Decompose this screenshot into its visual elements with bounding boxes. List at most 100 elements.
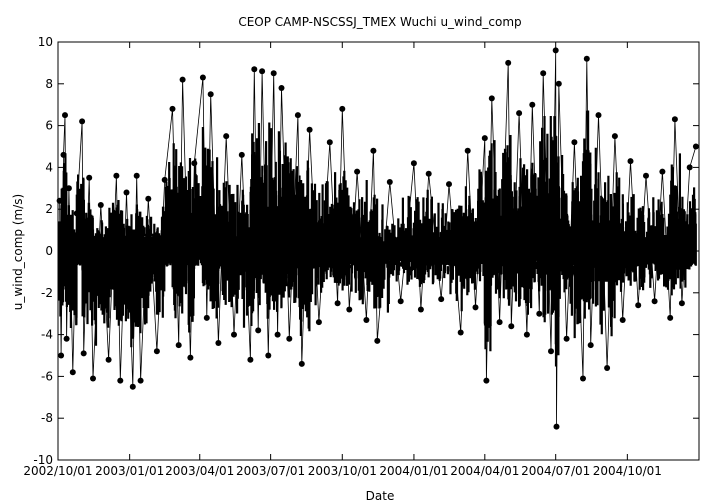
data-point bbox=[73, 210, 80, 217]
data-point bbox=[86, 174, 93, 181]
y-tick-label: 8 bbox=[45, 77, 53, 91]
data-point bbox=[587, 342, 594, 349]
data-point bbox=[425, 170, 432, 177]
y-tick-label: -8 bbox=[41, 411, 53, 425]
data-point bbox=[69, 369, 76, 376]
y-tick-label: 6 bbox=[45, 119, 53, 133]
x-tick-label: 2003/01/01 bbox=[95, 464, 164, 478]
data-point bbox=[133, 172, 140, 179]
data-point bbox=[488, 95, 495, 102]
x-tick-label: 2004/07/01 bbox=[521, 464, 590, 478]
data-point bbox=[255, 327, 262, 334]
data-point bbox=[145, 195, 152, 202]
data-point bbox=[354, 168, 361, 175]
data-point bbox=[446, 181, 452, 188]
x-tick-label: 2002/10/01 bbox=[23, 464, 92, 478]
data-point bbox=[595, 112, 602, 119]
x-tick-label: 2003/10/01 bbox=[308, 464, 377, 478]
data-point bbox=[410, 160, 417, 167]
data-point bbox=[153, 348, 160, 355]
data-point bbox=[274, 331, 281, 338]
y-axis-label: u_wind_comp (m/s) bbox=[11, 194, 25, 310]
data-point bbox=[580, 375, 586, 382]
data-point bbox=[563, 335, 570, 342]
data-point bbox=[505, 59, 512, 66]
data-point bbox=[117, 377, 124, 384]
x-tick-label: 2003/07/01 bbox=[236, 464, 305, 478]
y-tick-label: 2 bbox=[45, 202, 53, 216]
data-point bbox=[619, 317, 626, 323]
data-point bbox=[298, 360, 305, 367]
data-point bbox=[523, 331, 530, 338]
data-point bbox=[417, 306, 424, 313]
data-point bbox=[386, 179, 393, 185]
chart-title: CEOP CAMP-NSCSSJ_TMEX Wuchi u_wind_comp bbox=[238, 15, 521, 29]
data-point bbox=[555, 80, 562, 87]
data-point bbox=[175, 342, 182, 349]
data-point bbox=[611, 133, 618, 140]
data-point bbox=[80, 350, 87, 357]
data-point bbox=[123, 189, 130, 196]
data-point bbox=[169, 105, 176, 112]
series-line bbox=[59, 50, 697, 427]
data-point bbox=[397, 298, 404, 305]
data-point bbox=[481, 135, 488, 142]
data-point bbox=[334, 300, 341, 307]
data-point bbox=[286, 335, 293, 342]
x-tick-label: 2004/10/01 bbox=[593, 464, 662, 478]
y-tick-label: 10 bbox=[38, 35, 53, 49]
y-tick-label: -10 bbox=[33, 453, 53, 467]
y-tick-label: -6 bbox=[41, 369, 53, 383]
data-point bbox=[199, 74, 206, 81]
data-point bbox=[659, 168, 666, 175]
y-tick-label: 4 bbox=[45, 160, 53, 174]
data-point bbox=[363, 317, 370, 323]
data-point bbox=[583, 55, 590, 62]
data-point bbox=[270, 70, 277, 77]
data-point bbox=[97, 202, 104, 208]
data-point bbox=[374, 337, 381, 344]
data-point bbox=[259, 68, 266, 75]
data-points bbox=[56, 47, 699, 430]
dense-point-cloud bbox=[58, 110, 697, 367]
data-point bbox=[553, 423, 560, 430]
data-point bbox=[306, 126, 313, 133]
data-point bbox=[508, 323, 515, 330]
data-point bbox=[627, 158, 634, 165]
data-point bbox=[161, 176, 168, 183]
data-point bbox=[472, 304, 479, 311]
data-point bbox=[315, 319, 322, 326]
x-axis-label: Date bbox=[366, 489, 395, 503]
data-point bbox=[692, 143, 699, 150]
data-point bbox=[179, 76, 186, 83]
plot-frame bbox=[57, 41, 700, 461]
data-point bbox=[247, 356, 254, 363]
data-point bbox=[643, 172, 649, 179]
axis-ticks: -10 -8 -6 -4 -2 0 2 4 6 8 10 2002/10/01 2003/01/01 20… bbox=[23, 35, 699, 478]
data-point bbox=[346, 306, 353, 313]
data-point bbox=[231, 331, 237, 338]
dense-series-trace bbox=[58, 110, 697, 367]
data-point bbox=[529, 101, 536, 108]
data-point bbox=[60, 151, 67, 158]
data-point bbox=[635, 302, 642, 309]
y-tick-label: -2 bbox=[41, 286, 53, 300]
data-point bbox=[326, 139, 333, 146]
data-point bbox=[464, 147, 471, 154]
data-point bbox=[540, 70, 547, 77]
data-point bbox=[105, 356, 112, 363]
data-point bbox=[552, 47, 559, 54]
data-point bbox=[671, 116, 678, 123]
data-point bbox=[251, 66, 258, 73]
data-point bbox=[438, 296, 445, 303]
data-point bbox=[339, 105, 346, 112]
data-point bbox=[137, 377, 144, 384]
data-point bbox=[548, 348, 554, 355]
data-point bbox=[191, 160, 198, 167]
y-tick-label: -4 bbox=[41, 328, 53, 342]
data-point bbox=[604, 365, 611, 371]
data-point bbox=[62, 112, 68, 119]
data-point bbox=[370, 147, 377, 154]
data-point bbox=[483, 377, 490, 384]
y-tick-label: 0 bbox=[45, 244, 53, 258]
